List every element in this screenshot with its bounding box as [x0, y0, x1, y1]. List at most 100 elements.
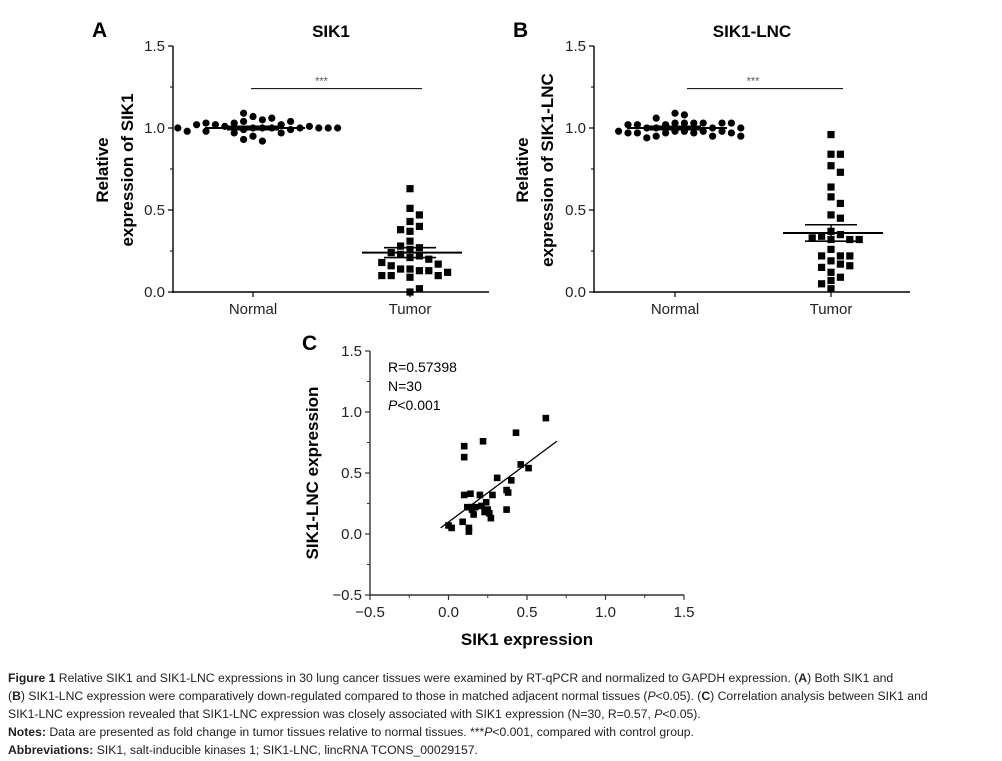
- panel-c-ylabel: SIK1-LNC expression: [303, 387, 322, 560]
- caption-line-3: SIK1-LNC expression revealed that SIK1-L…: [8, 705, 996, 723]
- y-tick-label: 1.5: [341, 343, 362, 360]
- data-point-tumor: [434, 272, 442, 280]
- data-point-normal: [624, 121, 632, 129]
- data-point-tumor: [415, 211, 423, 219]
- data-point-normal: [727, 129, 736, 137]
- data-point-normal: [680, 119, 689, 127]
- data-point-tumor: [827, 130, 835, 139]
- data-point-tumor: [818, 252, 826, 260]
- data-point: [465, 528, 473, 535]
- data-point: [482, 498, 490, 506]
- data-point-tumor: [818, 232, 826, 240]
- data-point-tumor: [827, 150, 835, 158]
- abbreviations-text: SIK1, salt-inducible kinases 1; SIK1-LNC…: [96, 743, 478, 757]
- data-point-normal: [671, 109, 679, 117]
- panel-a-ylabel-line2: expression of SIK1: [118, 93, 137, 246]
- significance-label: ***: [747, 76, 761, 88]
- notes-label: Notes:: [8, 725, 46, 739]
- data-point-tumor: [406, 217, 414, 226]
- panel-a-label: A: [92, 19, 107, 42]
- data-point-normal: [249, 132, 257, 140]
- data-point-normal: [718, 127, 726, 135]
- data-point: [517, 461, 525, 468]
- data-point-tumor: [387, 272, 395, 280]
- data-point-normal: [277, 129, 285, 137]
- x-tick-label: Normal: [651, 301, 699, 318]
- data-point-tumor: [415, 285, 423, 293]
- annotation-p-value: <0.001: [397, 397, 440, 413]
- data-point-tumor: [406, 288, 414, 296]
- regression-line: [440, 440, 558, 529]
- data-point-normal: [699, 119, 707, 127]
- caption-line-1: Figure 1 Relative SIK1 and SIK1-LNC expr…: [8, 669, 996, 687]
- data-point-normal: [662, 129, 670, 137]
- data-point-normal: [680, 111, 689, 119]
- panel-b: B SIK1-LNC Relative expression of SIK1-L…: [513, 19, 910, 318]
- caption-text: (: [8, 689, 13, 703]
- data-point-normal: [652, 132, 660, 140]
- annotation-p-italic: P: [388, 397, 398, 413]
- data-point-tumor: [855, 235, 863, 244]
- x-tick-label: −0.5: [355, 604, 385, 621]
- data-point-normal: [249, 112, 257, 121]
- y-tick-label: 0.5: [341, 465, 362, 482]
- data-point-tumor: [827, 285, 835, 293]
- notes-text: Data are presented as fold change in tum…: [49, 725, 485, 739]
- data-point-tumor: [406, 265, 414, 273]
- panel-a-title: SIK1: [312, 22, 350, 41]
- x-tick-label: Normal: [229, 301, 277, 318]
- data-point-tumor: [425, 267, 433, 275]
- data-point: [460, 491, 468, 499]
- data-point: [489, 491, 496, 499]
- data-point-tumor: [827, 257, 835, 265]
- y-tick-label: 0.5: [144, 202, 165, 219]
- caption-notes: Notes: Data are presented as fold change…: [8, 723, 996, 741]
- data-point-normal: [690, 119, 698, 127]
- y-tick-label: 1.0: [144, 120, 165, 137]
- x-tick-label: 0.5: [517, 604, 538, 621]
- data-point: [460, 442, 468, 450]
- figure-caption: Figure 1 Relative SIK1 and SIK1-LNC expr…: [8, 669, 996, 759]
- data-point-tumor: [827, 245, 835, 253]
- annotation-p: P<0.001: [388, 397, 441, 413]
- data-point-tumor: [406, 273, 414, 281]
- data-point: [503, 506, 510, 513]
- data-point-normal: [633, 121, 642, 129]
- caption-line-2: (B) SIK1-LNC expression were comparative…: [8, 687, 996, 705]
- caption-p-italic: P: [647, 689, 656, 703]
- data-point-tumor: [836, 260, 844, 268]
- data-point: [465, 524, 473, 532]
- data-point: [542, 414, 550, 422]
- panel-c: C SIK1-LNC expression SIK1 expression R=…: [302, 332, 694, 649]
- panel-b-label: B: [513, 19, 528, 42]
- data-point-tumor: [846, 262, 854, 270]
- panel-c-label: C: [302, 332, 317, 355]
- data-point: [486, 509, 493, 517]
- data-point: [459, 518, 466, 526]
- caption-figure-label: Figure 1: [8, 671, 56, 685]
- data-point-tumor: [836, 252, 844, 260]
- data-point-tumor: [836, 214, 844, 222]
- data-point: [448, 524, 455, 532]
- data-point-normal: [174, 124, 182, 132]
- data-point-normal: [211, 121, 219, 129]
- data-point-normal: [258, 137, 266, 145]
- data-point-tumor: [406, 237, 414, 245]
- y-tick-label: 0.0: [565, 284, 586, 301]
- data-point: [464, 503, 471, 511]
- data-point-tumor: [397, 242, 405, 250]
- annotation-n: N=30: [388, 378, 422, 394]
- data-point-tumor: [836, 199, 844, 208]
- panel-b-ylabel-line2: expression of SIK1-LNC: [538, 73, 557, 267]
- data-point-tumor: [397, 250, 405, 258]
- data-point-tumor: [397, 226, 405, 234]
- data-point-tumor: [415, 252, 423, 260]
- data-point-normal: [737, 132, 745, 140]
- y-tick-label: 1.0: [565, 120, 586, 137]
- data-point-normal: [240, 135, 248, 144]
- data-point-tumor: [827, 183, 835, 191]
- caption-text: ) Correlation analysis between SIK1 and: [710, 689, 928, 703]
- data-point: [508, 477, 515, 484]
- data-point-tumor: [406, 204, 414, 212]
